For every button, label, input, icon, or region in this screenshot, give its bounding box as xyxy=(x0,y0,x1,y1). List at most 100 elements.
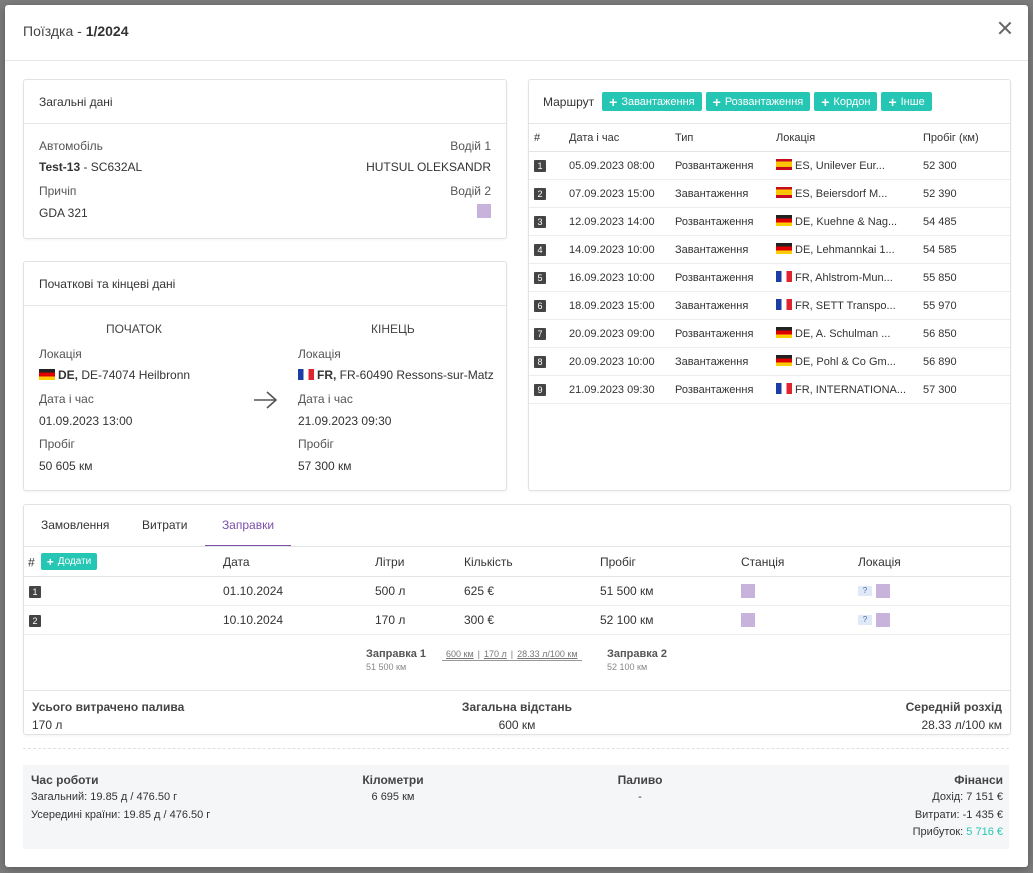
total-fuel-label: Усього витрачено палива xyxy=(32,700,185,714)
start-location: DE, DE-74074 Heilbronn xyxy=(39,368,190,382)
fr-flag-icon xyxy=(776,271,792,282)
fuel-number-label: # xyxy=(28,555,35,570)
route-row[interactable]: 5 16.09.2023 10:00 Розвантаження FR, Ahlstr… xyxy=(529,263,1010,292)
route-row-location: ES, Beiersdorf M... xyxy=(775,179,922,208)
driver1-value[interactable]: HUTSUL OLEKSANDR xyxy=(366,160,491,174)
route-row-number: 9 xyxy=(529,375,568,404)
add-border-label: Кордон xyxy=(833,95,871,108)
expenses-value: Витрати: -1 435 € xyxy=(914,809,1003,821)
refuel-row-number: 2 xyxy=(24,605,222,635)
tab-refuels[interactable]: Заправки xyxy=(205,505,291,546)
car-name: Test-13 xyxy=(39,160,81,174)
add-border-button[interactable]: + Кордон xyxy=(814,92,878,111)
de-flag-icon xyxy=(776,215,792,226)
col-datetime: Дата і час xyxy=(568,124,674,152)
unknown-country-icon: ? xyxy=(858,615,872,626)
route-table-body: 1 05.09.2023 08:00 Розвантаження ES, Unilev… xyxy=(529,151,1010,404)
fr-flag-icon xyxy=(776,299,792,310)
route-row-type: Розвантаження xyxy=(674,375,775,404)
route-row-number: 8 xyxy=(529,347,568,376)
modal-header: Поїздка - 1/2024 xyxy=(5,5,1028,61)
location-placeholder xyxy=(876,584,890,599)
segment-liters: 170 л xyxy=(484,649,507,659)
route-title: Маршрут xyxy=(543,94,595,109)
start-mileage-label: Пробіг xyxy=(39,437,75,451)
route-row[interactable]: 1 05.09.2023 08:00 Розвантаження ES, Unilev… xyxy=(529,151,1010,180)
add-unloading-label: Розвантаження xyxy=(724,95,804,108)
start-end-card: Початкові та кінцеві дані ПОЧАТОК Локаці… xyxy=(23,261,507,491)
route-row-number: 2 xyxy=(529,179,568,208)
fuel-value: - xyxy=(638,791,642,803)
modal-title: Поїздка - 1/2024 xyxy=(23,23,129,39)
add-loading-button[interactable]: + Завантаження xyxy=(602,92,702,111)
route-row-location-text: DE, Lehmannkai 1... xyxy=(795,244,895,256)
start-heading: ПОЧАТОК xyxy=(106,322,162,336)
add-unloading-button[interactable]: + Розвантаження xyxy=(705,92,811,111)
end-heading: КІНЕЦЬ xyxy=(371,322,415,336)
route-row-datetime: 14.09.2023 10:00 xyxy=(568,235,674,264)
route-row[interactable]: 3 12.09.2023 14:00 Розвантаження DE, Kuehne… xyxy=(529,207,1010,236)
route-row[interactable]: 4 14.09.2023 10:00 Завантаження DE, Lehmann… xyxy=(529,235,1010,264)
kilometers-title: Кілометри xyxy=(362,773,424,787)
fuel-table-header: # + Додати Дата Літри Кількість Пробіг Ста… xyxy=(24,547,1010,577)
route-row[interactable]: 2 07.09.2023 15:00 Завантаження ES, Beiersd… xyxy=(529,179,1010,208)
row-number-badge: 3 xyxy=(534,215,546,228)
tab-orders[interactable]: Замовлення xyxy=(41,518,110,532)
refuel-row-amount: 300 € xyxy=(463,605,599,635)
route-row[interactable]: 9 21.09.2023 09:30 Розвантаження FR, INTERN… xyxy=(529,375,1010,404)
end-location: FR, FR-60490 Ressons-sur-Matz xyxy=(298,368,494,382)
add-refuel-button[interactable]: + Додати xyxy=(40,553,98,570)
general-data-title: Загальні дані xyxy=(24,80,506,124)
refuel-row-number: 1 xyxy=(24,576,222,606)
end-mileage-label: Пробіг xyxy=(298,437,334,451)
end-country: FR, xyxy=(317,368,337,382)
col-type: Тип xyxy=(674,124,775,152)
col-location: Локація xyxy=(775,124,922,152)
route-row-number: 7 xyxy=(529,319,568,348)
start-country: DE, xyxy=(58,368,79,382)
route-row-location: FR, Ahlstrom-Mun... xyxy=(775,263,922,292)
col-mileage: Пробіг (км) xyxy=(922,124,1010,152)
driver1-label: Водій 1 xyxy=(450,139,491,153)
route-row-location: ES, Unilever Eur... xyxy=(775,151,922,180)
tab-expenses[interactable]: Витрати xyxy=(142,518,188,532)
refuel-row-station xyxy=(740,605,857,635)
row-number-badge: 5 xyxy=(534,271,546,284)
close-icon[interactable] xyxy=(996,19,1014,37)
end-address: FR-60490 Ressons-sur-Matz xyxy=(336,368,494,382)
fuel-title: Паливо xyxy=(617,773,663,787)
finance-title: Фінанси xyxy=(954,773,1003,787)
kilometers-value: 6 695 км xyxy=(371,791,415,803)
work-time-title: Час роботи xyxy=(31,773,99,787)
refuel-row[interactable]: 2 10.10.2024 170 л 300 €52 100 км? xyxy=(24,605,1010,635)
segment-to-km: 52 100 км xyxy=(607,662,648,672)
route-row-mileage: 54 585 xyxy=(922,235,1010,264)
route-row[interactable]: 6 18.09.2023 15:00 Завантаження FR, SETT Tr… xyxy=(529,291,1010,320)
col-date: Дата xyxy=(222,547,374,577)
add-other-label: Інше xyxy=(900,95,925,108)
route-row-mileage: 57 300 xyxy=(922,375,1010,404)
refuel-row[interactable]: 1 01.10.2024 500 л 625 €51 500 км? xyxy=(24,576,1010,606)
divider xyxy=(23,748,1009,749)
refuel-row-date: 01.10.2024 xyxy=(222,576,374,606)
income-value: Дохід: 7 151 € xyxy=(932,791,1003,803)
car-label: Автомобіль xyxy=(39,139,103,153)
add-other-button[interactable]: + Інше xyxy=(881,92,932,111)
trip-summary: Час роботи Загальний: 19.85 д / 476.50 г… xyxy=(23,765,1009,849)
driver2-label: Водій 2 xyxy=(450,184,491,198)
total-distance-value: 600 км xyxy=(498,718,536,732)
total-fuel-value: 170 л xyxy=(32,718,63,732)
de-flag-icon xyxy=(776,327,792,338)
tabs-card: Замовлення Витрати Заправки # + Додати Дат… xyxy=(23,504,1011,735)
trailer-value[interactable]: GDA 321 xyxy=(39,206,88,220)
col-fuel-number: # + Додати xyxy=(24,547,222,577)
route-row[interactable]: 7 20.09.2023 09:00 Розвантаження DE, A. Sch… xyxy=(529,319,1010,348)
es-flag-icon xyxy=(776,187,792,198)
row-number-badge: 7 xyxy=(534,327,546,340)
trailer-label: Причіп xyxy=(39,184,77,198)
trip-number: 1/2024 xyxy=(85,23,129,39)
route-row[interactable]: 8 20.09.2023 10:00 Завантаження DE, Pohl & … xyxy=(529,347,1010,376)
station-placeholder xyxy=(741,584,755,599)
route-row-location-text: ES, Beiersdorf M... xyxy=(795,188,888,200)
car-value[interactable]: Test-13 - SC632AL xyxy=(39,160,142,174)
